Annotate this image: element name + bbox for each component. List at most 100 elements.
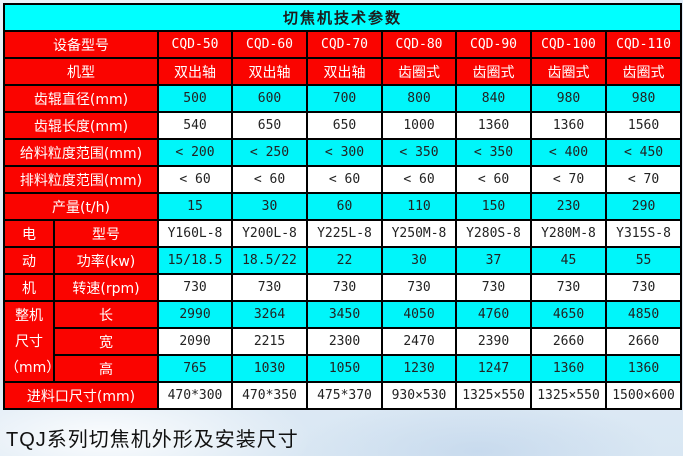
value-cell: Y250M-8 (381, 219, 457, 248)
value-cell: 1360 (455, 111, 532, 140)
value-cell: 齿圈式 (530, 57, 607, 86)
value-cell: 1360 (530, 111, 607, 140)
value-cell: 730 (381, 273, 457, 302)
value-cell: 1000 (381, 111, 457, 140)
value-cell: < 70 (530, 165, 607, 194)
row-label-inlet-size: 进料口尺寸(mm) (3, 381, 159, 410)
model-cell: CQD-100 (530, 30, 607, 59)
row-label-discharge-size: 排料粒度范围(mm) (3, 165, 159, 194)
value-cell: 22 (306, 246, 383, 275)
value-cell: 2660 (604, 327, 683, 356)
value-cell: 840 (455, 84, 532, 113)
value-cell: 2215 (231, 327, 308, 356)
value-cell: < 70 (604, 165, 683, 194)
bottom-caption: TQJ系列切焦机外形及安装尺寸 (6, 429, 299, 451)
value-cell: 1500×600 (604, 381, 683, 410)
value-cell: 540 (157, 111, 233, 140)
value-cell: 2090 (157, 327, 233, 356)
value-cell: 4650 (530, 300, 607, 329)
value-cell: 475*370 (306, 381, 383, 410)
row-label-model: 设备型号 (3, 30, 159, 59)
value-cell: 齿圈式 (455, 57, 532, 86)
value-cell: 1325×550 (530, 381, 607, 410)
value-cell: 15/18.5 (157, 246, 233, 275)
row-label-roller-length: 齿辊长度(mm) (3, 111, 159, 140)
value-cell: 30 (381, 246, 457, 275)
value-cell: 650 (306, 111, 383, 140)
value-cell: 30 (231, 192, 308, 221)
value-cell: 3264 (231, 300, 308, 329)
value-cell: 1247 (455, 354, 532, 383)
group-label-line: 尺寸 (15, 333, 43, 350)
value-cell: < 250 (231, 138, 308, 167)
row-label-height: 高 (53, 354, 159, 383)
value-cell: 双出轴 (231, 57, 308, 86)
value-cell: < 60 (381, 165, 457, 194)
value-cell: 双出轴 (306, 57, 383, 86)
group-label-line: 整机 (15, 307, 43, 324)
value-cell: 齿圈式 (604, 57, 683, 86)
value-cell: Y280S-8 (455, 219, 532, 248)
model-cell: CQD-50 (157, 30, 233, 59)
value-cell: 齿圈式 (381, 57, 457, 86)
value-cell: < 350 (455, 138, 532, 167)
value-cell: < 400 (530, 138, 607, 167)
row-label-capacity: 产量(t/h) (3, 192, 159, 221)
value-cell: 800 (381, 84, 457, 113)
value-cell: 290 (604, 192, 683, 221)
value-cell: Y225L-8 (306, 219, 383, 248)
row-label-feed-size: 给料粒度范围(mm) (3, 138, 159, 167)
value-cell: < 60 (306, 165, 383, 194)
value-cell: < 350 (381, 138, 457, 167)
value-cell: Y315S-8 (604, 219, 683, 248)
group-label-motor-3: 机 (3, 273, 55, 302)
group-label-motor-1: 电 (3, 219, 55, 248)
value-cell: 1560 (604, 111, 683, 140)
value-cell: 1030 (231, 354, 308, 383)
value-cell: 4760 (455, 300, 532, 329)
value-cell: < 450 (604, 138, 683, 167)
value-cell: 730 (157, 273, 233, 302)
value-cell: 765 (157, 354, 233, 383)
value-cell: 4850 (604, 300, 683, 329)
value-cell: 930×530 (381, 381, 457, 410)
value-cell: 2300 (306, 327, 383, 356)
model-cell: CQD-60 (231, 30, 308, 59)
value-cell: 470*300 (157, 381, 233, 410)
value-cell: 15 (157, 192, 233, 221)
value-cell: 4050 (381, 300, 457, 329)
value-cell: 3450 (306, 300, 383, 329)
model-cell: CQD-90 (455, 30, 532, 59)
model-cell: CQD-70 (306, 30, 383, 59)
value-cell: 37 (455, 246, 532, 275)
value-cell: < 60 (231, 165, 308, 194)
value-cell: 2660 (530, 327, 607, 356)
value-cell: 1325×550 (455, 381, 532, 410)
value-cell: 60 (306, 192, 383, 221)
group-label-machine-dimensions: 整机 尺寸 （mm） (3, 300, 55, 383)
row-label-motor-power: 功率(kw) (53, 246, 159, 275)
value-cell: 18.5/22 (231, 246, 308, 275)
row-label-width: 宽 (53, 327, 159, 356)
table-title: 切焦机技术参数 (2, 3, 683, 32)
value-cell: 45 (530, 246, 607, 275)
value-cell: 2390 (455, 327, 532, 356)
value-cell: 230 (530, 192, 607, 221)
value-cell: 470*350 (231, 381, 308, 410)
value-cell: Y200L-8 (231, 219, 308, 248)
value-cell: 650 (231, 111, 308, 140)
value-cell: 55 (604, 246, 683, 275)
value-cell: 730 (455, 273, 532, 302)
value-cell: 2990 (157, 300, 233, 329)
value-cell: < 60 (157, 165, 233, 194)
group-label-motor-2: 动 (3, 246, 55, 275)
value-cell: 600 (231, 84, 308, 113)
value-cell: 2470 (381, 327, 457, 356)
value-cell: 1360 (530, 354, 607, 383)
value-cell: 980 (530, 84, 607, 113)
value-cell: 700 (306, 84, 383, 113)
value-cell: < 60 (455, 165, 532, 194)
row-label-motor-model: 型号 (53, 219, 159, 248)
row-label-motor-speed: 转速(rpm) (53, 273, 159, 302)
